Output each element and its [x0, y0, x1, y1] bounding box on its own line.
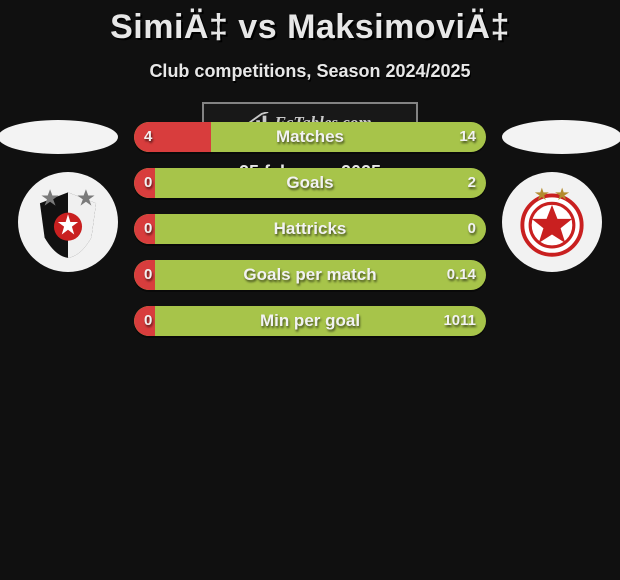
- stat-bar: 0Goals2: [134, 168, 486, 198]
- stat-value-right: 0.14: [447, 260, 476, 290]
- stat-label: Matches: [134, 122, 486, 152]
- stat-bars: 4Matches140Goals20Hattricks00Goals per m…: [134, 122, 486, 352]
- player-photo-left: [0, 120, 118, 154]
- stat-label: Goals per match: [134, 260, 486, 290]
- stat-bar: 0Hattricks0: [134, 214, 486, 244]
- partizan-logo-icon: [29, 183, 107, 261]
- club-logo-left: [18, 172, 118, 272]
- stat-bar: 0Goals per match0.14: [134, 260, 486, 290]
- stat-value-right: 1011: [443, 306, 476, 336]
- stat-bar: 0Min per goal1011: [134, 306, 486, 336]
- club-logo-right: [502, 172, 602, 272]
- stat-label: Goals: [134, 168, 486, 198]
- crvena-zvezda-logo-icon: [513, 183, 591, 261]
- page-title: SimiÄ‡ vs MaksimoviÄ‡: [0, 0, 620, 47]
- page-subtitle: Club competitions, Season 2024/2025: [0, 61, 620, 82]
- stat-label: Min per goal: [134, 306, 486, 336]
- stat-bar: 4Matches14: [134, 122, 486, 152]
- stat-value-right: 14: [459, 122, 476, 152]
- player-photo-right: [502, 120, 620, 154]
- stat-value-right: 0: [468, 214, 476, 244]
- stat-label: Hattricks: [134, 214, 486, 244]
- stat-value-right: 2: [468, 168, 476, 198]
